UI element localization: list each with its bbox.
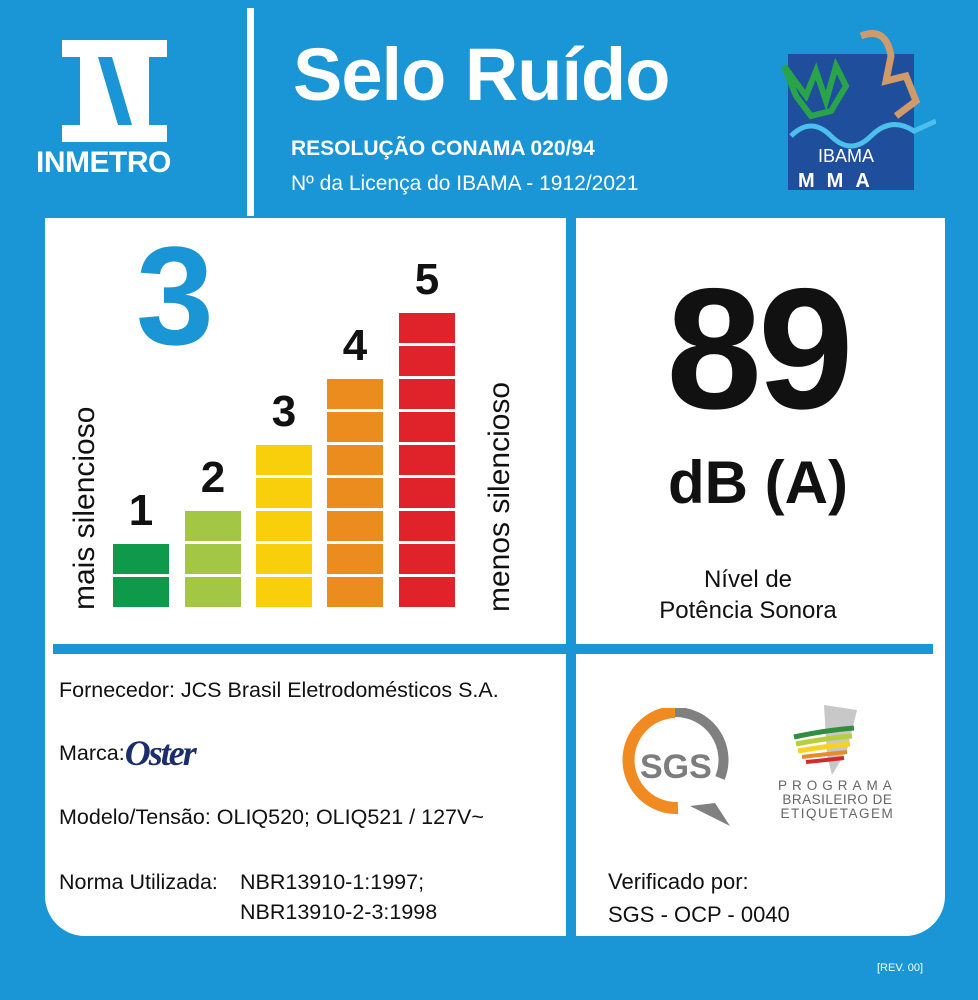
vertical-divider	[566, 218, 576, 936]
ibama-logo-text: IBAMA	[817, 146, 874, 166]
resolution-text: RESOLUÇÃO CONAMA 020/94	[291, 137, 595, 160]
noise-class: 3	[136, 217, 214, 374]
class-bar-label: 5	[414, 255, 440, 304]
sgs-logo-icon: SGS	[622, 708, 730, 826]
noise-level-value: 89	[666, 253, 853, 445]
class-bar-3	[256, 445, 312, 607]
verified-by: SGS - OCP - 0040	[608, 902, 790, 927]
bar-segment	[327, 445, 383, 475]
oster-logo: Oster	[124, 733, 197, 773]
verified-label: Verificado por:	[608, 869, 749, 894]
bar-segment	[327, 511, 383, 541]
header-divider	[247, 8, 254, 216]
norm-label: Norma Utilizada:	[59, 870, 218, 894]
inmetro-logo-text: INMETRO	[36, 146, 171, 179]
class-bar-label: 1	[128, 486, 154, 535]
verification: Verificado por: SGS - OCP - 0040	[608, 865, 790, 931]
page-title: Selo Ruído	[293, 33, 670, 116]
brand-label: Marca:	[59, 740, 125, 765]
inmetro-logo-icon	[62, 40, 167, 142]
bar-segment	[327, 379, 383, 409]
brand-row: Marca: Oster	[59, 732, 197, 774]
bar-segment	[256, 445, 312, 475]
pbe-line-2: BRASILEIRO DE	[782, 792, 893, 807]
norm-2: NBR13910-2-3:1998	[240, 900, 438, 924]
pbe-logo-icon	[793, 705, 857, 775]
class-bar-2	[185, 511, 241, 607]
caption-line-2: Potência Sonora	[659, 597, 837, 624]
bar-segment	[113, 577, 169, 607]
caption-line-1: Nível de	[703, 566, 793, 593]
sgs-logo-text: SGS	[640, 748, 712, 786]
model-text: Modelo/Tensão: OLIQ520; OLIQ521 / 127V~	[59, 805, 484, 829]
bar-segment	[327, 544, 383, 574]
bar-segment	[256, 511, 312, 541]
quieter-label: mais silencioso	[68, 406, 101, 610]
bar-segment	[327, 478, 383, 508]
class-bar-label: 3	[271, 387, 297, 436]
bar-segment	[327, 577, 383, 607]
bar-segment	[399, 544, 455, 574]
class-bar-5	[399, 313, 455, 607]
bar-segment	[399, 379, 455, 409]
bar-segment	[399, 445, 455, 475]
bar-segment	[399, 346, 455, 376]
bar-segment	[256, 577, 312, 607]
class-bar-label: 4	[342, 321, 368, 370]
bar-segment	[256, 544, 312, 574]
bar-segment	[399, 577, 455, 607]
bar-segment	[185, 577, 241, 607]
pbe-logo-text: PROGRAMA BRASILEIRO DE ETIQUETAGEM	[778, 779, 897, 821]
bar-segment	[399, 412, 455, 442]
bar-segment	[399, 313, 455, 343]
bar-segment	[327, 412, 383, 442]
noise-level-caption: Nível de Potência Sonora	[578, 564, 918, 626]
bar-segment	[399, 478, 455, 508]
ibama-logo-icon	[781, 30, 936, 190]
class-bar-1	[113, 544, 169, 607]
bar-segment	[113, 544, 169, 574]
class-bar-label: 2	[200, 453, 226, 502]
norm-1: NBR13910-1:1997;	[240, 870, 425, 894]
pbe-line-3: ETIQUETAGEM	[780, 806, 895, 821]
louder-label: menos silencioso	[483, 381, 516, 612]
revision-text: [REV. 00]	[877, 962, 924, 974]
class-bar-4	[327, 379, 383, 607]
license-text: Nº da Licença do IBAMA - 1912/2021	[291, 172, 639, 195]
bar-segment	[399, 511, 455, 541]
supplier-text: Fornecedor: JCS Brasil Eletrodomésticos …	[59, 678, 499, 702]
pbe-line-1: PROGRAMA	[778, 778, 897, 793]
bar-segment	[185, 511, 241, 541]
bar-segment	[256, 478, 312, 508]
mma-text: MMA	[798, 170, 882, 192]
horizontal-divider	[53, 644, 933, 654]
bar-segment	[185, 544, 241, 574]
noise-level-unit: dB (A)	[668, 449, 848, 516]
